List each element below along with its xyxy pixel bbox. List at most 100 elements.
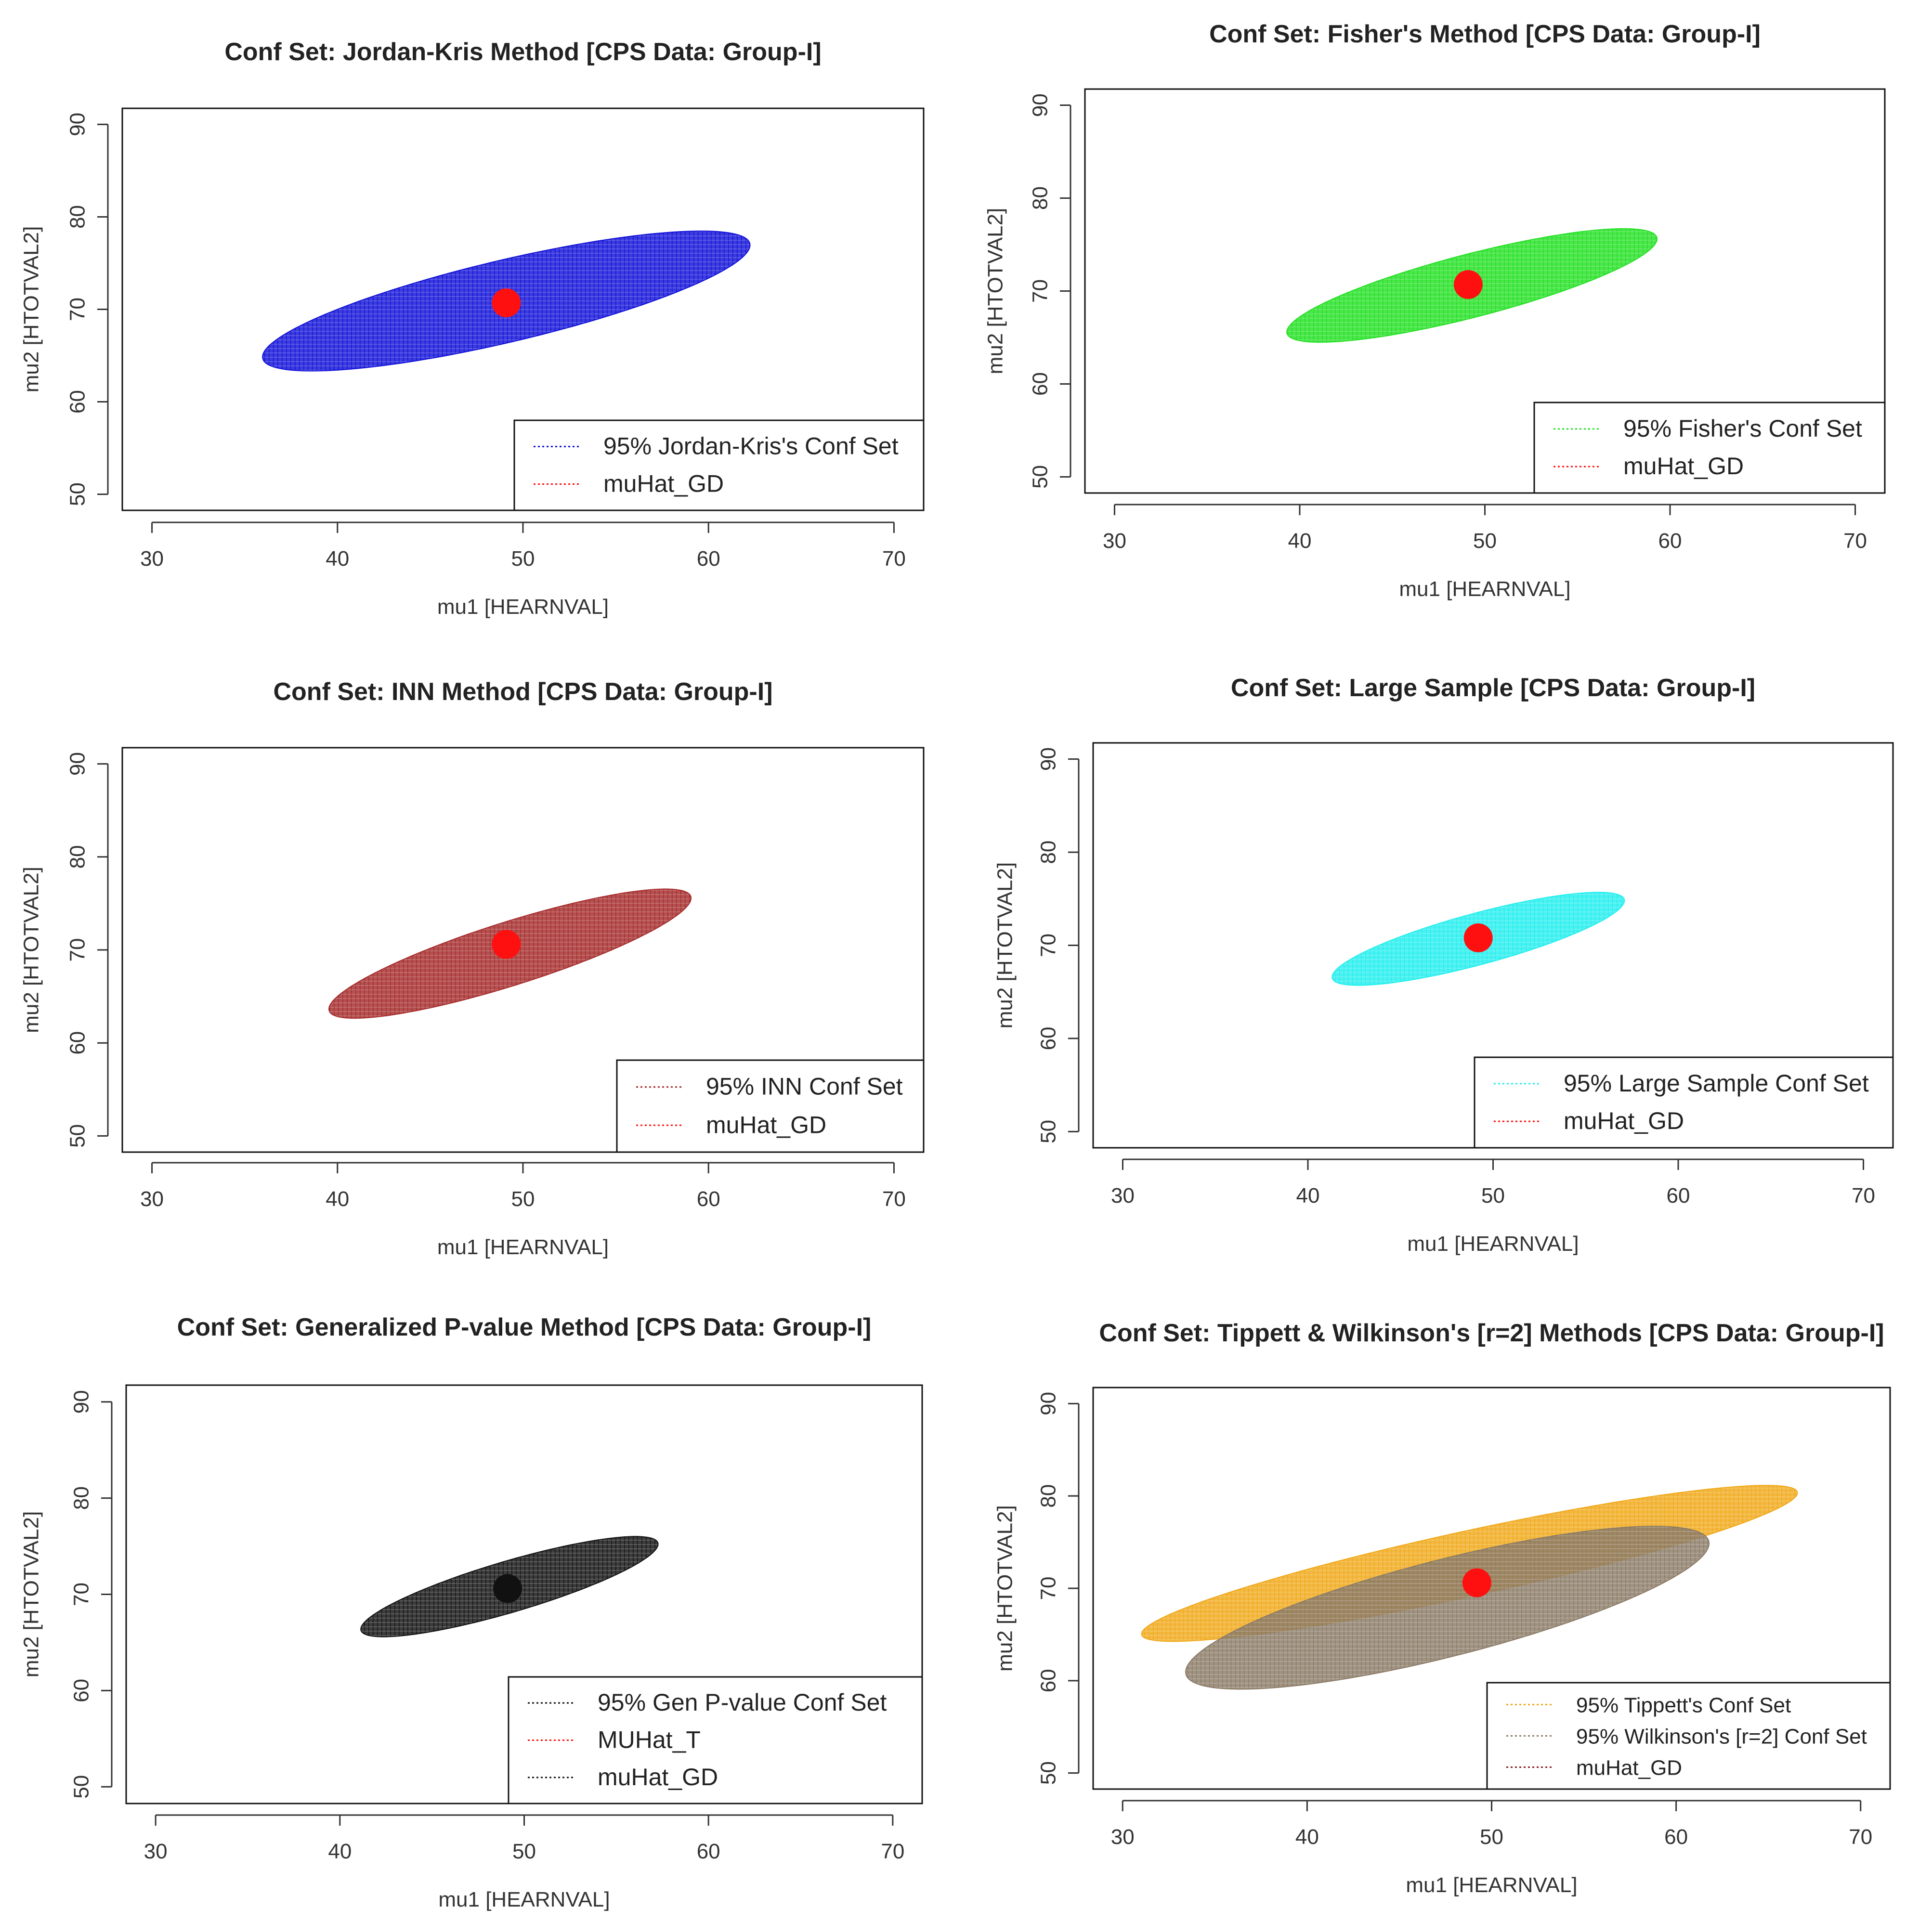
x-tick-label: 30: [140, 547, 164, 571]
chart-title: Conf Set: Jordan-Kris Method [CPS Data: …: [224, 38, 821, 66]
x-axis: 30 40 50 60 70: [1111, 1158, 1875, 1207]
y-tick-label: 60: [70, 1679, 93, 1702]
y-tick-label: 90: [1037, 747, 1060, 771]
y-axis: 50 60 70 80 90: [66, 752, 109, 1148]
x-axis: 30 40 50 60 70: [1111, 1800, 1872, 1849]
x-tick-label: 30: [144, 1840, 168, 1863]
plot-data: [262, 230, 751, 372]
x-tick-label: 60: [1667, 1184, 1690, 1207]
plot-data: [1141, 1485, 1798, 1690]
y-tick-label: 70: [1037, 1577, 1060, 1600]
x-tick-label: 70: [1849, 1825, 1872, 1849]
y-tick-label: 60: [66, 390, 90, 414]
y-tick-label: 70: [1029, 279, 1052, 303]
x-tick-label: 70: [881, 1840, 904, 1863]
y-tick-label: 50: [70, 1775, 93, 1799]
legend-item-label: muHat_GD: [1576, 1756, 1682, 1780]
y-tick-label: 60: [1037, 1026, 1060, 1050]
y-tick-label: 70: [66, 298, 90, 321]
y-axis: 50 60 70 80 90: [1037, 1392, 1080, 1785]
y-tick-label: 80: [66, 845, 90, 869]
x-axis: 30 40 50 60 70: [140, 1162, 906, 1211]
x-axis: 30 40 50 60 70: [144, 1814, 904, 1863]
chart-panel-5: Conf Set: Generalized P-value Method [CP…: [20, 1313, 923, 1911]
chart-title: Conf Set: Fisher's Method [CPS Data: Gro…: [1209, 20, 1761, 48]
y-axis: 50 60 70 80 90: [1037, 747, 1080, 1143]
x-tick-label: 40: [1295, 1825, 1319, 1849]
legend-item-label: 95% Gen P-value Conf Set: [598, 1689, 887, 1716]
point-muhat-gd: [1453, 270, 1483, 299]
y-tick-label: 60: [66, 1031, 90, 1055]
chart-panel-2: Conf Set: Fisher's Method [CPS Data: Gro…: [984, 20, 1886, 601]
x-tick-label: 50: [1480, 1825, 1503, 1849]
legend-item-label: 95% Fisher's Conf Set: [1623, 415, 1862, 442]
legend-item-label: 95% Tippett's Conf Set: [1576, 1694, 1791, 1717]
legend: 95% Large Sample Conf Set muHat_GD: [1474, 1056, 1894, 1149]
chart-panel-1: Conf Set: Jordan-Kris Method [CPS Data: …: [20, 38, 925, 619]
x-tick-label: 70: [1852, 1184, 1875, 1207]
point-muhat-gd: [492, 288, 521, 318]
x-tick-label: 50: [511, 547, 535, 571]
legend-item-label: muHat_GD: [1564, 1107, 1684, 1134]
x-tick-label: 70: [882, 547, 906, 571]
legend: 95% Tippett's Conf Set 95% Wilkinson's [r…: [1486, 1682, 1891, 1790]
legend-item-label: 95% Wilkinson's [r=2] Conf Set: [1576, 1725, 1867, 1749]
legend-item-label: MUHat_T: [598, 1726, 701, 1753]
legend-item-label: muHat_GD: [598, 1764, 718, 1791]
legend: 95% Fisher's Conf Set muHat_GD: [1533, 402, 1886, 494]
y-tick-label: 80: [1029, 186, 1052, 210]
plot-frame: [121, 747, 925, 1153]
chart-title: Conf Set: Generalized P-value Method [CP…: [177, 1313, 872, 1341]
legend-item-label: muHat_GD: [603, 470, 724, 497]
y-tick-label: 60: [1029, 372, 1052, 396]
x-tick-label: 70: [882, 1187, 906, 1211]
legend-item-label: 95% Jordan-Kris's Conf Set: [603, 433, 899, 460]
x-axis: 30 40 50 60 70: [1103, 504, 1867, 553]
x-tick-label: 30: [1103, 529, 1126, 553]
y-tick-label: 90: [1037, 1392, 1060, 1415]
y-tick-label: 60: [1037, 1669, 1060, 1692]
y-axis: 50 60 70 80 90: [66, 113, 109, 506]
y-tick-label: 70: [1037, 934, 1060, 957]
point-muhat-gd: [1462, 1568, 1491, 1597]
legend-item-label: 95% Large Sample Conf Set: [1564, 1070, 1869, 1097]
point-muhat-gd: [492, 930, 521, 959]
legend: 95% Jordan-Kris's Conf Set muHat_GD: [513, 419, 925, 511]
x-tick-label: 30: [140, 1187, 164, 1211]
y-axis-label: mu2 [HTOTVAL2]: [20, 226, 43, 393]
y-tick-label: 80: [66, 205, 90, 229]
y-tick-label: 50: [1037, 1761, 1060, 1785]
chart-panel-6: Conf Set: Tippett & Wilkinson's [r=2] Me…: [993, 1319, 1891, 1897]
y-axis-label: mu2 [HTOTVAL2]: [20, 867, 43, 1033]
y-axis-label: mu2 [HTOTVAL2]: [993, 862, 1017, 1029]
x-tick-label: 70: [1843, 529, 1867, 553]
x-axis-label: mu1 [HEARNVAL]: [1406, 1873, 1577, 1897]
x-tick-label: 50: [512, 1840, 536, 1863]
y-tick-label: 90: [66, 752, 90, 776]
x-axis-label: mu1 [HEARNVAL]: [437, 595, 609, 619]
y-tick-label: 50: [1029, 465, 1052, 489]
conf-set-region-2: [1185, 1526, 1710, 1690]
x-tick-label: 40: [1296, 1184, 1320, 1207]
y-tick-label: 80: [1037, 1484, 1060, 1508]
x-axis-label: mu1 [HEARNVAL]: [437, 1235, 609, 1259]
point-muhat-gd: [493, 1574, 522, 1603]
y-axis: 50 60 70 80 90: [1029, 93, 1071, 489]
chart-title: Conf Set: INN Method [CPS Data: Group-I]: [273, 678, 772, 706]
chart-title: Conf Set: Tippett & Wilkinson's [r=2] Me…: [1099, 1319, 1884, 1347]
chart-panel-3: Conf Set: INN Method [CPS Data: Group-I]…: [20, 678, 925, 1259]
y-tick-label: 90: [66, 113, 90, 136]
x-axis: 30 40 50 60 70: [140, 521, 906, 571]
x-tick-label: 30: [1111, 1184, 1135, 1207]
y-tick-label: 50: [66, 1124, 90, 1148]
x-axis-label: mu1 [HEARNVAL]: [438, 1888, 610, 1911]
x-tick-label: 60: [697, 1187, 720, 1211]
x-tick-label: 60: [1658, 529, 1682, 553]
chart-title: Conf Set: Large Sample [CPS Data: Group-…: [1231, 674, 1755, 702]
y-tick-label: 50: [1037, 1120, 1060, 1143]
x-tick-label: 40: [326, 1187, 349, 1211]
plot-data: [360, 1536, 659, 1637]
y-axis: 50 60 70 80 90: [70, 1390, 113, 1799]
chart-panel-4: Conf Set: Large Sample [CPS Data: Group-…: [993, 674, 1894, 1256]
